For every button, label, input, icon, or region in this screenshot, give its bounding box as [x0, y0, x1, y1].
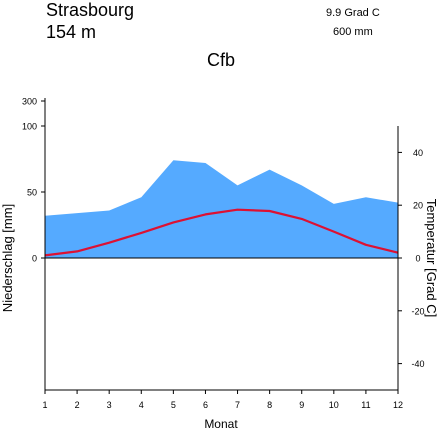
precip-tick-label: 300 [22, 97, 37, 107]
month-tick-label: 3 [107, 400, 112, 410]
annual-precipitation: 600 mm [333, 26, 373, 38]
station-elevation: 154 m [46, 22, 97, 42]
precip-tick-label: 0 [32, 254, 37, 264]
left-axis-title: Niederschlag [mm] [0, 204, 15, 312]
month-tick-label: 8 [267, 400, 272, 410]
right-axis-title: Temperatur [Grad C] [424, 199, 439, 318]
month-tick-label: 2 [75, 400, 80, 410]
station-name: Strasbourg [46, 0, 135, 20]
month-tick-label: 9 [299, 400, 304, 410]
month-tick-label: 1 [42, 400, 47, 410]
annual-mean-temperature: 9.9 Grad C [326, 7, 380, 19]
climate-classification: Cfb [207, 50, 236, 70]
precipitation-area [45, 160, 398, 258]
temperature-line [44, 208, 399, 257]
temp-tick-label: 40 [413, 148, 423, 158]
precip-tick-label: 100 [22, 122, 37, 132]
temp-tick-label: -40 [411, 359, 424, 369]
month-tick-label: 10 [329, 400, 339, 410]
month-tick-label: 11 [361, 400, 370, 410]
month-tick-label: 4 [139, 400, 144, 410]
temp-tick-label: -20 [411, 306, 424, 316]
month-tick-label: 12 [393, 400, 403, 410]
temp-tick-label: 0 [415, 254, 420, 264]
x-axis-title: Monat [204, 417, 238, 430]
month-tick-label: 7 [235, 400, 240, 410]
temp-tick-label: 20 [413, 201, 423, 211]
month-tick-label: 6 [203, 400, 208, 410]
month-tick-label: 5 [171, 400, 176, 410]
precip-tick-label: 50 [27, 188, 37, 198]
